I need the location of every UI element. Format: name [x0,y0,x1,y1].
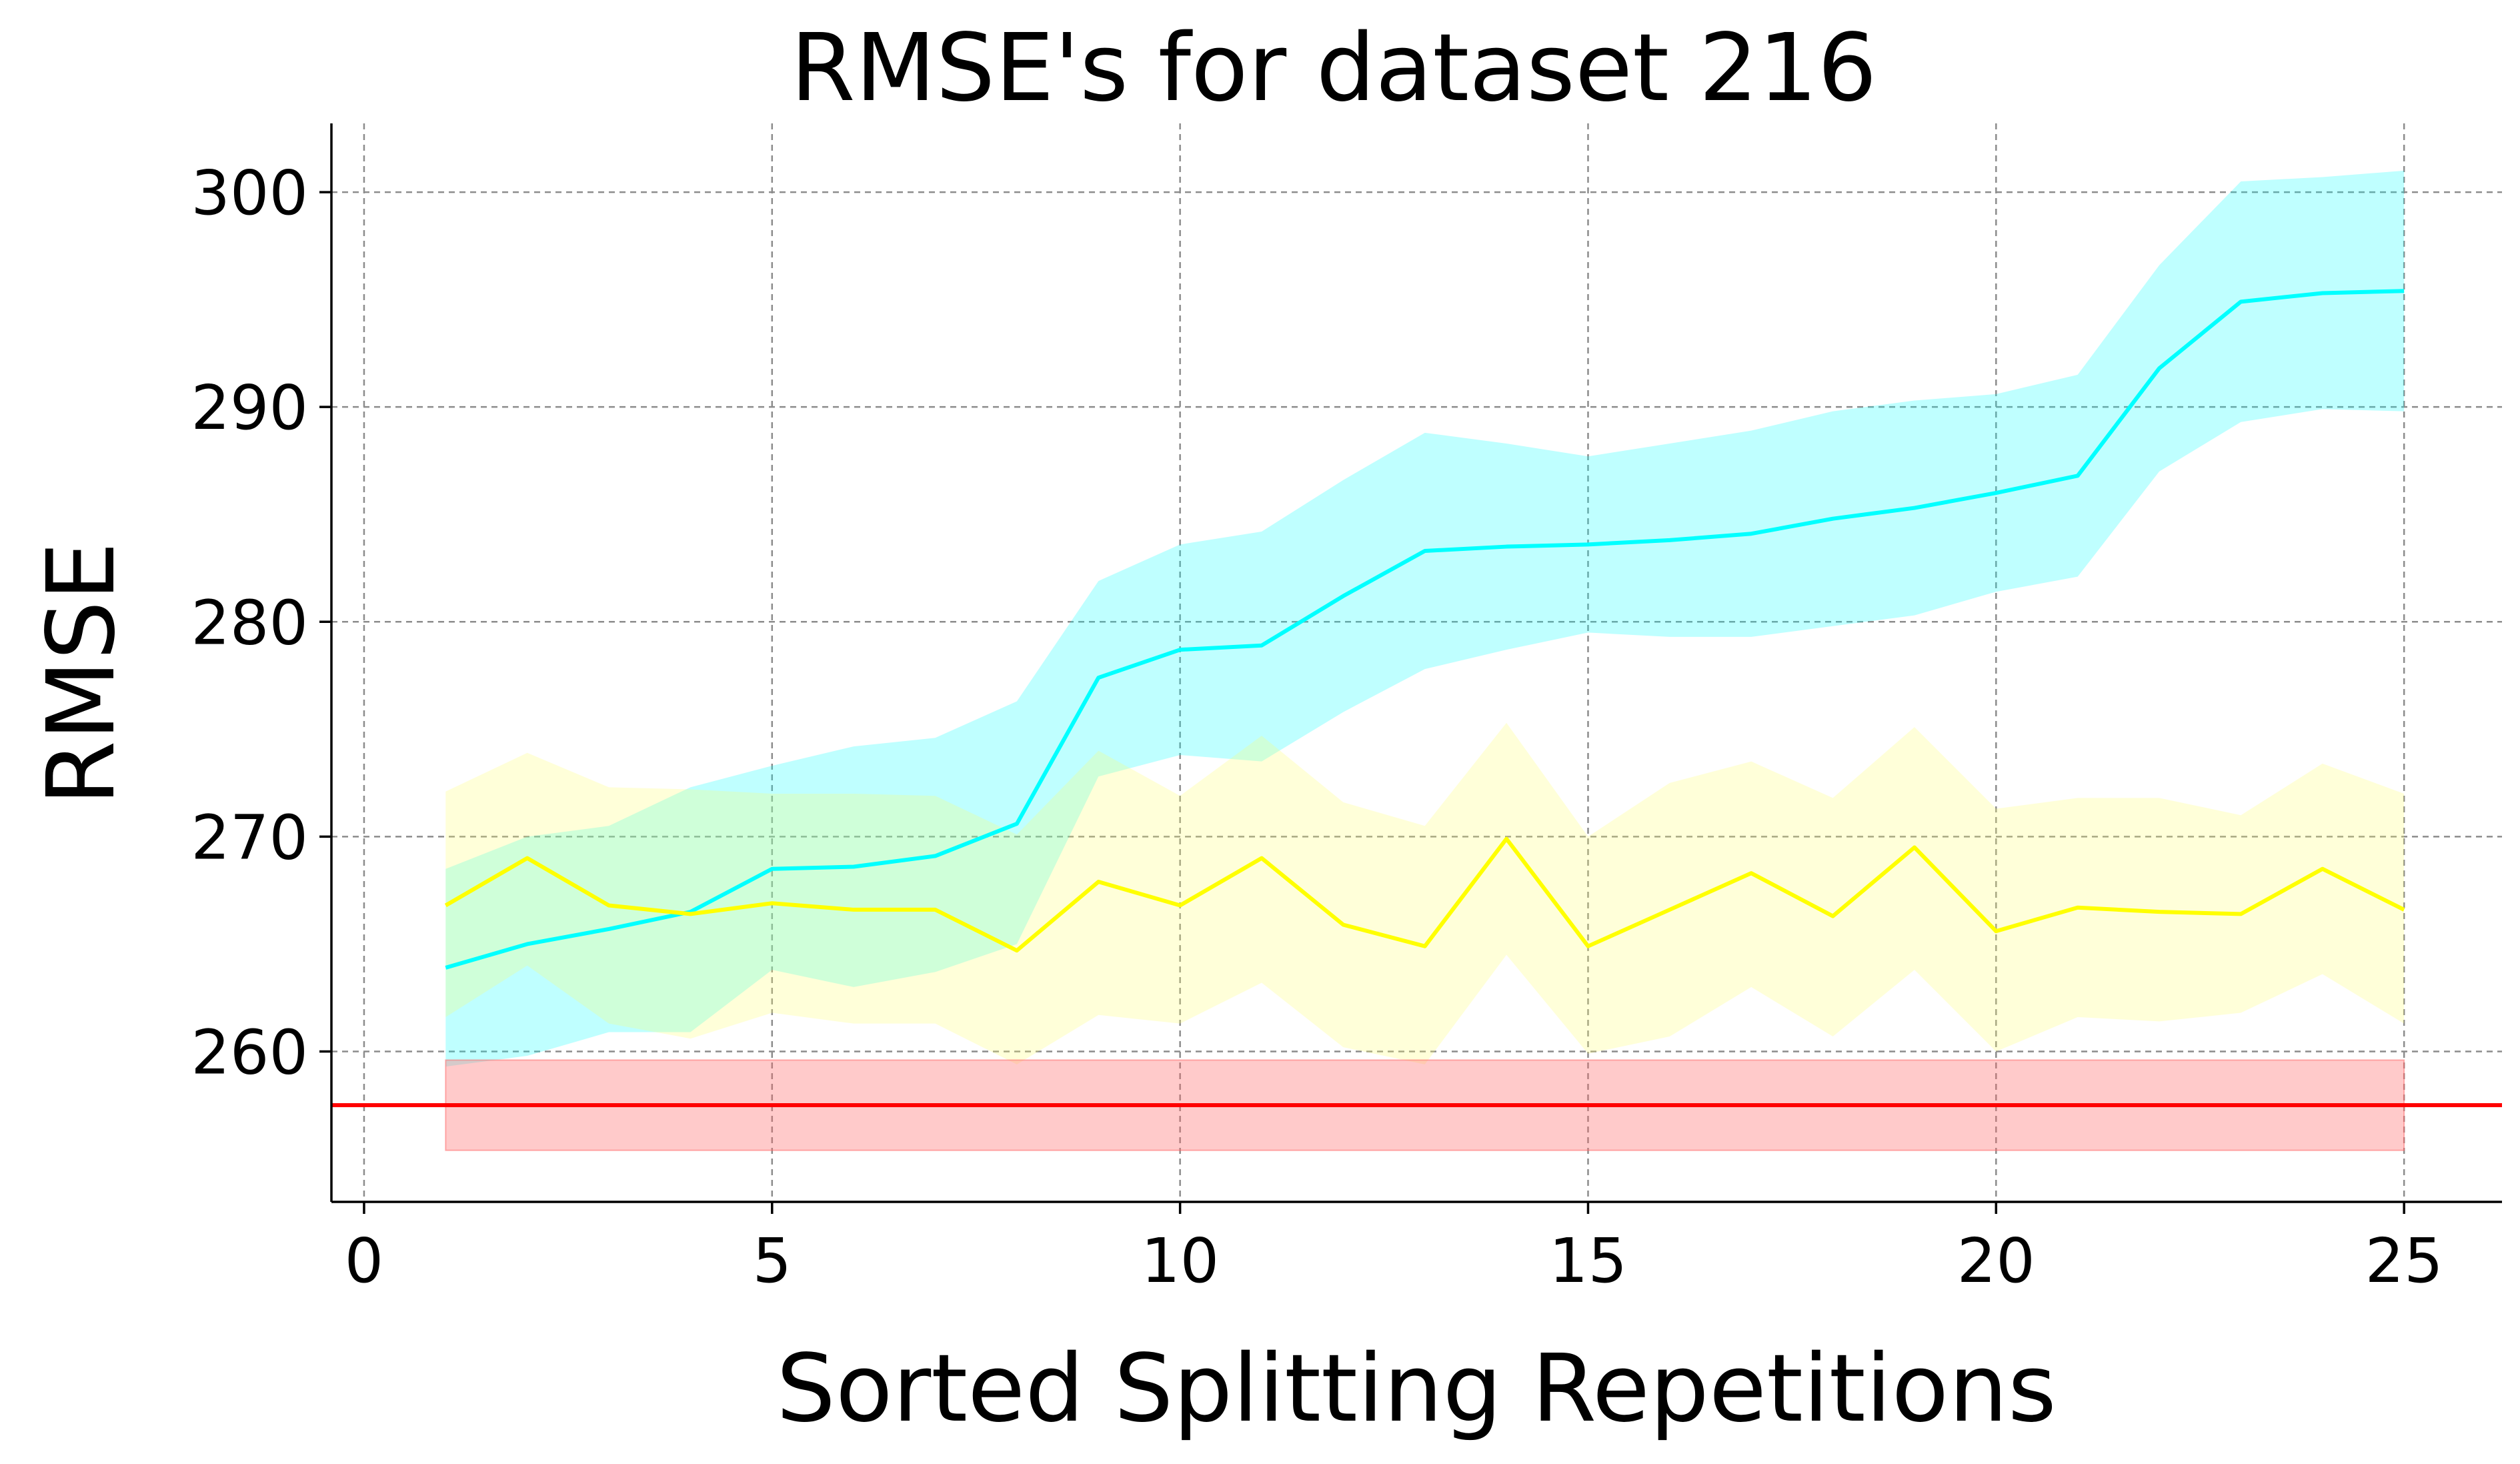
y-tick-label: 260 [191,1017,308,1088]
x-axis-label: Sorted Splitting Repetitions [776,1335,2057,1443]
confidence-bands [445,170,2405,1151]
series-1-band [445,722,2405,1064]
x-tick-label: 5 [753,1225,792,1297]
y-tick-label: 290 [191,372,308,444]
x-tick-label: 25 [2365,1225,2443,1297]
grid-lines [331,123,2502,1202]
y-tick-label: 300 [191,157,308,229]
x-ticks: 0 5 10 15 20 25 [345,1202,2443,1297]
x-tick-label: 15 [1549,1225,1627,1297]
x-tick-label: 0 [345,1225,384,1297]
y-tick-label: 280 [191,587,308,658]
series-lines [331,289,2502,1108]
y-axis-label: RMSE [27,542,136,805]
y-tick-label: 270 [191,802,308,873]
chart-title: RMSE's for dataset 216 [790,14,1876,123]
x-tick-label: 10 [1141,1225,1219,1297]
series-1-line [444,836,2405,953]
series-0-band [445,170,2405,1067]
y-ticks: 260 270 280 290 300 [191,157,331,1088]
x-tick-label: 20 [1957,1225,2035,1297]
series-0-line [445,289,2405,970]
